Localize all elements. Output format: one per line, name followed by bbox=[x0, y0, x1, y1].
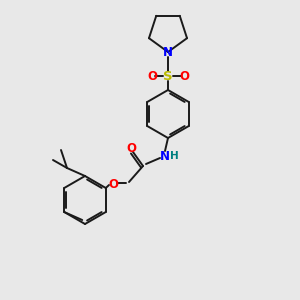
Text: O: O bbox=[179, 70, 189, 83]
Text: O: O bbox=[108, 178, 118, 190]
Text: H: H bbox=[169, 151, 178, 161]
Text: N: N bbox=[163, 46, 173, 59]
Text: S: S bbox=[163, 70, 173, 83]
Text: N: N bbox=[160, 149, 170, 163]
Text: O: O bbox=[126, 142, 136, 155]
Text: O: O bbox=[147, 70, 157, 83]
